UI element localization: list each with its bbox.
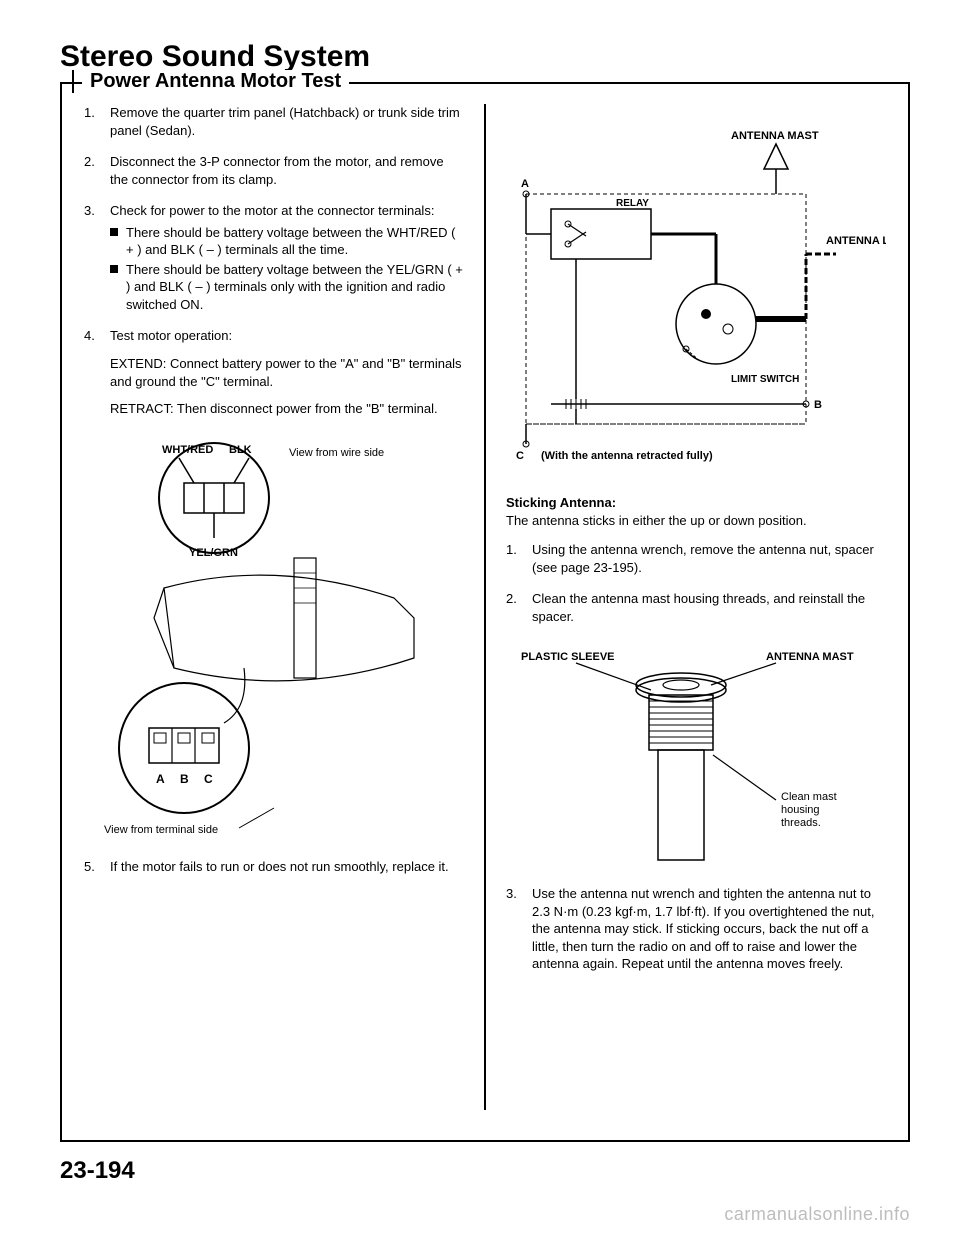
stick-step-2: Clean the antenna mast housing threads, …: [506, 590, 886, 625]
step-4-extend: EXTEND: Connect battery power to the "A"…: [110, 355, 464, 390]
stick-step-1-text: Using the antenna wrench, remove the ant…: [532, 542, 874, 575]
lbl-c2: C: [516, 450, 524, 462]
lbl-a2: A: [521, 178, 529, 190]
lbl-b: B: [180, 772, 189, 786]
sticking-head: Sticking Antenna:: [506, 494, 886, 512]
lbl-c: C: [204, 772, 213, 786]
left-steps-cont: If the motor fails to run or does not ru…: [84, 858, 464, 876]
columns: Remove the quarter trim panel (Hatchback…: [84, 104, 886, 1110]
stick-step-3: Use the antenna nut wrench and tighten t…: [506, 885, 886, 973]
manual-page: Stereo Sound System Power Antenna Motor …: [0, 0, 960, 1243]
step-1-text: Remove the quarter trim panel (Hatchback…: [110, 105, 460, 138]
bullet-2: There should be battery voltage between …: [110, 261, 464, 314]
lbl-limitsw: LIMIT SWITCH: [731, 374, 799, 385]
wiring-figure: ANTENNA MAST RELAY: [506, 124, 886, 464]
step-1: Remove the quarter trim panel (Hatchback…: [84, 104, 464, 139]
step-4: Test motor operation: EXTEND: Connect ba…: [84, 327, 464, 417]
left-column: Remove the quarter trim panel (Hatchback…: [84, 104, 464, 1110]
motor-figure: WHT/RED BLK YEL/GRN View from wire side: [84, 438, 464, 838]
lbl-clean: Clean mast housing threads.: [781, 791, 840, 829]
sticking-intro: The antenna sticks in either the up or d…: [506, 512, 886, 530]
lbl-sleeve: PLASTIC SLEEVE: [521, 651, 615, 663]
stick-step-1: Using the antenna wrench, remove the ant…: [506, 541, 886, 576]
wiring-svg: ANTENNA MAST RELAY: [506, 124, 886, 464]
lbl-cnote: (With the antenna retracted fully): [541, 450, 713, 462]
mast-figure: PLASTIC SLEEVE ANTENNA MAST: [506, 645, 886, 865]
lbl-relay: RELAY: [616, 198, 649, 209]
sticking-steps: Using the antenna wrench, remove the ant…: [506, 541, 886, 625]
right-column: ANTENNA MAST RELAY: [506, 104, 886, 1110]
lbl-antlead: ANTENNA LEAD: [826, 235, 886, 247]
step-4-text: Test motor operation:: [110, 328, 232, 343]
lbl-antmast2: ANTENNA MAST: [766, 651, 854, 663]
lbl-viewterm: View from terminal side: [104, 824, 218, 836]
column-divider: [484, 104, 486, 1110]
step-2: Disconnect the 3-P connector from the mo…: [84, 153, 464, 188]
page-number: 23-194: [60, 1157, 910, 1185]
lbl-blk: BLK: [229, 444, 252, 456]
main-title: Stereo Sound System: [60, 40, 910, 74]
lbl-whtred: WHT/RED: [162, 444, 213, 456]
bullet-1: There should be battery voltage between …: [110, 224, 464, 259]
watermark: carmanualsonline.info: [724, 1204, 910, 1225]
left-steps: Remove the quarter trim panel (Hatchback…: [84, 104, 464, 418]
section-title: Power Antenna Motor Test: [82, 70, 349, 93]
lbl-yelgrn: YEL/GRN: [189, 547, 238, 559]
step-3-text: Check for power to the motor at the conn…: [110, 203, 434, 218]
lbl-a: A: [156, 772, 165, 786]
section-box: Power Antenna Motor Test Remove the quar…: [60, 82, 910, 1142]
lbl-viewwire: View from wire side: [289, 447, 384, 459]
step-3-bullets: There should be battery voltage between …: [110, 224, 464, 314]
step-5-text: If the motor fails to run or does not ru…: [110, 859, 449, 874]
step-2-text: Disconnect the 3-P connector from the mo…: [110, 154, 444, 187]
motor-svg: WHT/RED BLK YEL/GRN View from wire side: [94, 438, 454, 838]
step-5: If the motor fails to run or does not ru…: [84, 858, 464, 876]
step-3: Check for power to the motor at the conn…: [84, 202, 464, 313]
mast-svg: PLASTIC SLEEVE ANTENNA MAST: [516, 645, 876, 865]
stick-step-3-text: Use the antenna nut wrench and tighten t…: [532, 886, 875, 971]
lbl-antmast: ANTENNA MAST: [731, 130, 819, 142]
step-4-retract: RETRACT: Then disconnect power from the …: [110, 400, 464, 418]
lbl-b2: B: [814, 399, 822, 411]
sticking-steps-cont: Use the antenna nut wrench and tighten t…: [506, 885, 886, 973]
stick-step-2-text: Clean the antenna mast housing threads, …: [532, 591, 865, 624]
